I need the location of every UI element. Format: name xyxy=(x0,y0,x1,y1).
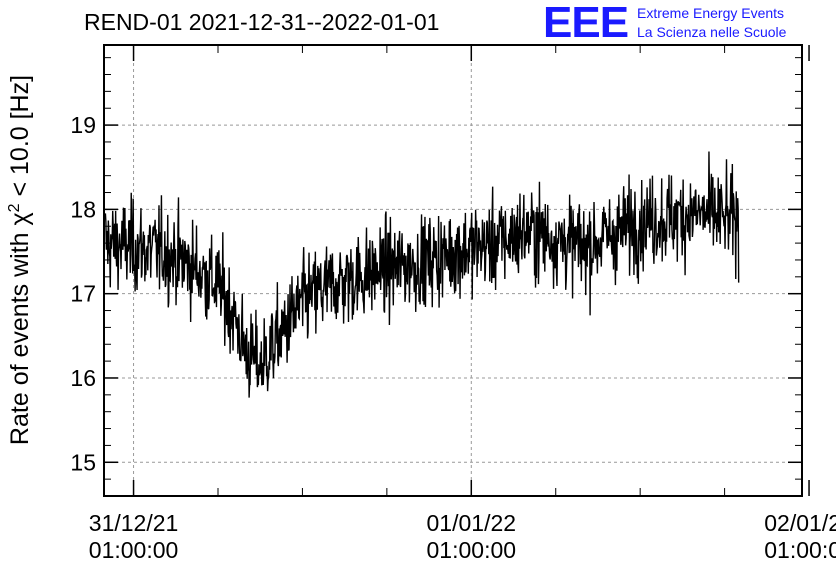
org-line-1: Extreme Energy Events xyxy=(637,5,785,21)
x-tick-label-date: 31/12/21 xyxy=(89,510,179,536)
y-tick-label: 15 xyxy=(70,449,96,475)
x-tick-label-date: 02/01/22 xyxy=(764,510,836,536)
eee-logo: EEE xyxy=(543,0,629,47)
x-tick-label-time: 01:00:00 xyxy=(427,537,517,563)
series-rate xyxy=(104,151,740,398)
y-axis-label: Rate of events with χ2 < 10.0 [Hz] xyxy=(6,75,34,445)
axis-ticks xyxy=(104,45,810,497)
y-tick-label: 19 xyxy=(70,112,96,138)
organization-name: Extreme Energy Events La Scienza nelle S… xyxy=(637,4,786,42)
y-tick-labels: 15 16 17 18 19 xyxy=(70,112,96,475)
y-tick-label: 16 xyxy=(70,365,96,391)
y-tick-label: 18 xyxy=(70,196,96,222)
x-tick-label-date: 01/01/22 xyxy=(427,510,517,536)
series-line xyxy=(104,151,740,398)
x-tick-label-time: 01:00:00 xyxy=(764,537,836,563)
plot-frame xyxy=(103,44,803,497)
x-tick-labels: 31/12/2101:00:0001/01/2201:00:0002/01/22… xyxy=(89,510,836,563)
chart-title: REND-01 2021-12-31--2022-01-01 xyxy=(84,9,440,35)
y-tick-label: 17 xyxy=(70,281,96,307)
x-tick-label-time: 01:00:00 xyxy=(89,537,179,563)
org-line-2: La Scienza nelle Scuole xyxy=(637,24,787,40)
